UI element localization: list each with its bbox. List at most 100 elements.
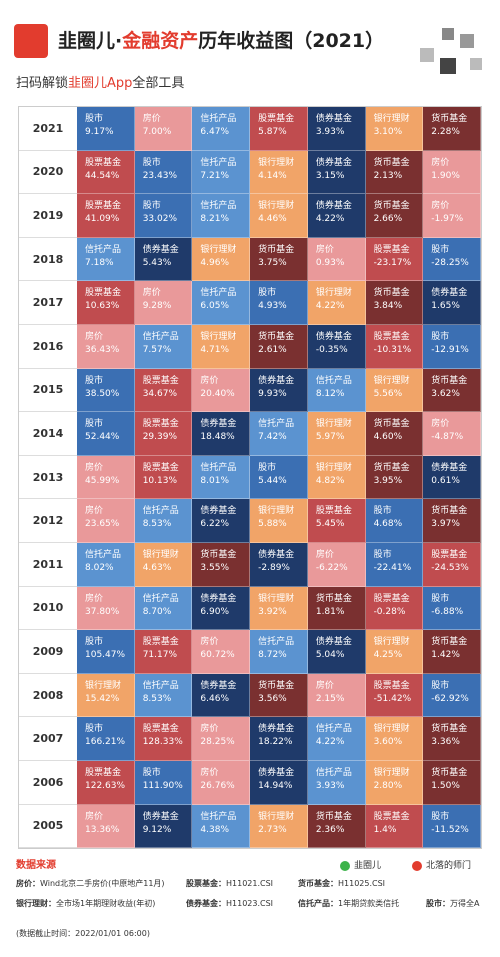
asset-cell: 股市 111.90% [134, 760, 193, 805]
asset-return: 4.14% [258, 170, 287, 181]
asset-cell: 信托产品 4.22% [307, 717, 366, 761]
asset-cell: 货币基金 1.81% [307, 586, 366, 631]
subtitle-part: 扫码解锁 [16, 76, 69, 91]
asset-return: 18.48% [200, 432, 235, 443]
asset-cell: 房价 0.93% [307, 237, 366, 282]
year-label: 2009 [19, 630, 77, 674]
asset-name: 房价 [200, 767, 219, 778]
asset-cell: 银行理财 4.25% [365, 630, 424, 674]
app-logo [14, 24, 48, 58]
year-label: 2018 [19, 237, 77, 282]
asset-return: 36.43% [85, 344, 120, 355]
asset-name: 股市 [431, 593, 450, 604]
asset-name: 银行理财 [85, 680, 122, 691]
asset-cell: 信托产品 6.47% [192, 107, 251, 151]
asset-name: 货币基金 [373, 157, 410, 168]
asset-name: 货币基金 [200, 549, 237, 560]
asset-name: 房价 [315, 680, 334, 691]
asset-name: 股票基金 [142, 724, 179, 735]
asset-name: 股票基金 [85, 288, 122, 299]
asset-name: 货币基金 [258, 331, 295, 342]
asset-name: 债券基金 [142, 811, 179, 822]
asset-cell: 债券基金 14.94% [250, 760, 308, 805]
asset-cell: 信托产品 3.93% [307, 760, 366, 805]
asset-cell: 银行理财 2.73% [250, 804, 308, 849]
asset-name: 货币基金 [431, 114, 468, 124]
asset-cell: 房价 -6.22% [307, 542, 366, 587]
asset-return: 10.13% [142, 475, 178, 486]
source-value: 全市场1年期理财收益(年初) [56, 899, 156, 908]
asset-return: 1.81% [315, 606, 345, 617]
year-label: 2020 [19, 150, 77, 195]
asset-cell: 债券基金 6.90% [192, 586, 251, 631]
asset-cell: 银行理财 4.22% [307, 281, 366, 325]
source-value: 万得全A [450, 899, 480, 908]
asset-cell: 信托产品 7.21% [192, 150, 251, 195]
asset-cell: 房价 2.15% [307, 673, 366, 718]
subtitle: 扫码解锁韭圈儿App全部工具 [16, 72, 184, 91]
asset-cell: 货币基金 1.50% [423, 760, 481, 805]
asset-return: -22.41% [373, 562, 412, 573]
source-item: 银行理财：全市场1年期理财收益(年初) [16, 898, 155, 909]
brand: 北落的师门 [412, 858, 471, 871]
source-item: 债券基金：H11023.CSI [186, 898, 273, 909]
asset-cell: 股市 5.44% [250, 455, 308, 500]
asset-name: 货币基金 [431, 767, 468, 778]
source-label: 股票基金： [186, 879, 226, 888]
asset-name: 债券基金 [258, 724, 295, 735]
asset-name: 债券基金 [200, 593, 237, 604]
asset-cell: 信托产品 8.02% [77, 542, 135, 587]
asset-name: 债券基金 [258, 767, 295, 778]
asset-name: 股票基金 [373, 811, 410, 822]
asset-cell: 房价 13.36% [77, 804, 135, 849]
asset-name: 银行理财 [373, 724, 410, 735]
asset-cell: 股票基金 29.39% [134, 412, 193, 456]
asset-name: 货币基金 [315, 811, 352, 822]
asset-return: 4.22% [315, 737, 345, 748]
asset-name: 债券基金 [315, 201, 352, 212]
asset-name: 股市 [85, 419, 104, 430]
asset-name: 股市 [142, 767, 161, 778]
asset-return: 3.93% [315, 127, 345, 137]
asset-name: 银行理财 [200, 244, 237, 255]
asset-cell: 银行理财 5.88% [250, 499, 308, 543]
asset-return: 33.02% [142, 214, 178, 225]
asset-cell: 银行理财 3.60% [365, 717, 424, 761]
asset-name: 银行理财 [258, 506, 295, 517]
asset-return: -0.35% [315, 344, 348, 355]
asset-cell: 银行理财 4.14% [250, 150, 308, 195]
asset-name: 股市 [431, 244, 450, 255]
asset-return: 5.45% [315, 519, 345, 530]
asset-cell: 债券基金 9.93% [250, 368, 308, 413]
asset-cell: 银行理财 3.10% [365, 107, 424, 151]
asset-cell: 债券基金 -0.35% [307, 324, 366, 369]
subtitle-part: 韭圈儿App [68, 76, 133, 91]
asset-name: 信托产品 [142, 331, 179, 342]
asset-name: 股市 [85, 375, 104, 386]
asset-cell: 债券基金 1.65% [423, 281, 481, 325]
asset-name: 信托产品 [200, 201, 237, 212]
asset-cell: 房价 60.72% [192, 630, 251, 674]
asset-cell: 货币基金 3.56% [250, 673, 308, 718]
asset-return: 44.54% [85, 170, 120, 181]
asset-return: 2.61% [258, 344, 287, 355]
asset-name: 房价 [142, 288, 161, 299]
asset-return: 14.94% [258, 780, 293, 791]
asset-return: 5.43% [142, 257, 172, 268]
source-label: 债券基金： [186, 899, 226, 908]
asset-cell: 股市 -22.41% [365, 542, 424, 587]
returns-table: 2021 股市 9.17% 房价 7.00% 信托产品 6.47% 股票基金 5.87% 债券基金… [18, 106, 482, 850]
asset-cell: 银行理财 4.71% [192, 324, 251, 369]
asset-name: 股票基金 [142, 637, 179, 648]
asset-return: 0.61% [431, 475, 460, 486]
asset-name: 信托产品 [200, 114, 237, 124]
asset-cell: 房价 26.76% [192, 760, 251, 805]
source-value: H11023.CSI [226, 899, 274, 908]
asset-name: 股票基金 [315, 506, 352, 517]
asset-cell: 货币基金 3.36% [423, 717, 481, 761]
asset-name: 银行理财 [315, 419, 352, 430]
qr-block [440, 58, 456, 74]
asset-cell: 信托产品 8.21% [192, 194, 251, 238]
asset-name: 信托产品 [200, 157, 237, 168]
asset-name: 债券基金 [200, 506, 237, 517]
